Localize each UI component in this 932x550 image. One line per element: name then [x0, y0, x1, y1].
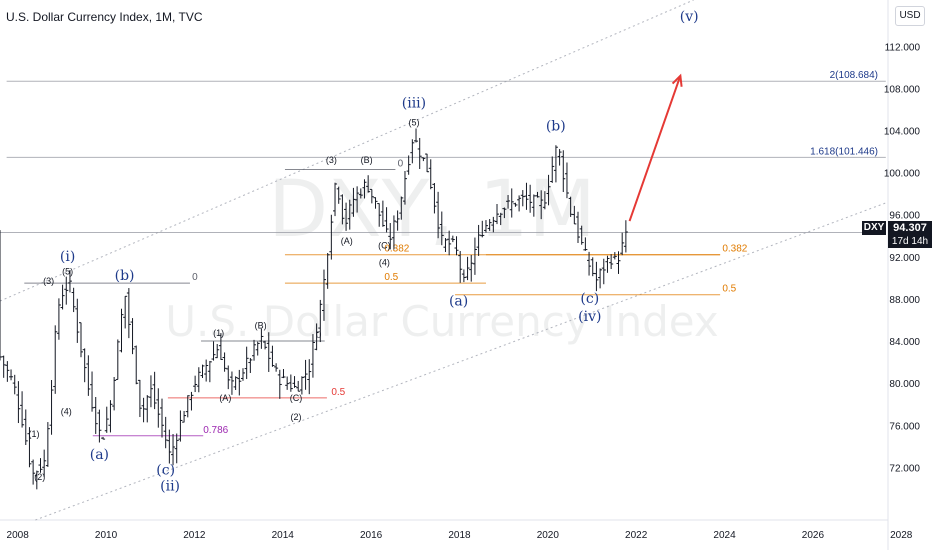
y-tick-label: 76.000: [889, 421, 920, 432]
y-tick-label: 72.000: [889, 463, 920, 474]
wave-label: (b): [115, 268, 135, 284]
y-tick-label: 84.000: [889, 337, 920, 348]
currency-button[interactable]: USD: [895, 6, 925, 26]
x-tick-label: 2014: [272, 530, 295, 541]
x-tick-label: 2022: [625, 530, 648, 541]
y-tick-label: 100.000: [884, 169, 921, 180]
wave-label: (3): [43, 276, 54, 286]
wave-label: (i): [60, 249, 75, 265]
y-tick-label: 96.000: [889, 211, 920, 222]
price-tag-value: 94.307: [888, 221, 932, 235]
chart-title: U.S. Dollar Currency Index, 1M, TVC: [6, 10, 203, 24]
projection-arrow: [628, 75, 682, 222]
x-tick-label: 2010: [95, 530, 118, 541]
wave-label: (5): [408, 117, 419, 127]
reference-line-label: 0.382: [722, 244, 747, 255]
reference-line-label: 0: [398, 158, 404, 169]
wave-label: (c): [580, 291, 599, 307]
channel-line-upper: [0, 0, 694, 302]
wave-label: (B): [361, 155, 373, 165]
wave-label: (c): [156, 463, 175, 479]
watermark-name: U.S. Dollar Currency Index: [165, 297, 718, 346]
wave-label: (ii): [160, 479, 180, 495]
projection-arrow-head: [671, 73, 683, 87]
last-price-tag: DXY 94.307 17d 14h: [862, 221, 932, 249]
wave-label: (5): [62, 267, 73, 277]
watermark-symbol: DXY, 1M: [268, 165, 596, 255]
y-tick-label: 92.000: [889, 253, 920, 264]
wave-label: (2): [291, 412, 302, 422]
wave-label: (A): [341, 236, 353, 246]
reference-line-label: 0: [192, 272, 198, 283]
wave-label: (2): [34, 472, 45, 482]
reference-line-label: 0.382: [384, 244, 409, 255]
wave-label: (B): [255, 320, 267, 330]
price-tag-symbol: DXY: [862, 221, 886, 235]
y-tick-label: 112.000: [885, 42, 921, 53]
x-tick-label: 2020: [537, 530, 560, 541]
reference-line-label: 0.786: [203, 425, 228, 436]
reference-line-label: 2(108.684): [830, 70, 878, 81]
wave-label: (C): [290, 393, 303, 403]
wave-label: (A): [219, 393, 231, 403]
x-tick-label: 2026: [802, 530, 825, 541]
x-tick-label: 2016: [360, 530, 383, 541]
wave-label: (iii): [402, 95, 426, 111]
reference-line-label: 0.5: [722, 284, 736, 295]
reference-line-label: 1.618(101.446): [810, 146, 878, 157]
reference-line-label: 0.5: [384, 272, 398, 283]
channel-line-lower: [35, 201, 889, 521]
wave-label: (1): [213, 328, 224, 338]
wave-label: (v): [680, 9, 699, 25]
wave-label: (4): [61, 407, 72, 417]
bar-countdown: 17d 14h: [888, 235, 932, 248]
wave-label: (4): [379, 257, 390, 267]
y-tick-label: 88.000: [889, 295, 920, 306]
wave-label: (a): [90, 447, 109, 463]
x-tick-label: 2008: [7, 530, 30, 541]
wave-label: (3): [326, 155, 337, 165]
wave-label: (C): [378, 240, 391, 250]
wave-label: (iv): [578, 309, 601, 325]
wave-label: (1): [29, 429, 40, 439]
y-tick-label: 108.000: [884, 84, 921, 95]
reference-line-label: 0: [316, 330, 322, 341]
x-tick-label: 2028: [890, 530, 913, 541]
wave-label: (b): [546, 119, 566, 135]
x-tick-label: 2012: [183, 530, 206, 541]
y-tick-label: 80.000: [889, 379, 920, 390]
x-tick-label: 2018: [448, 530, 471, 541]
x-tick-label: 2024: [713, 530, 736, 541]
reference-line-label: 0.5: [331, 387, 345, 398]
y-tick-label: 104.000: [884, 127, 921, 138]
wave-label: (a): [449, 293, 468, 309]
